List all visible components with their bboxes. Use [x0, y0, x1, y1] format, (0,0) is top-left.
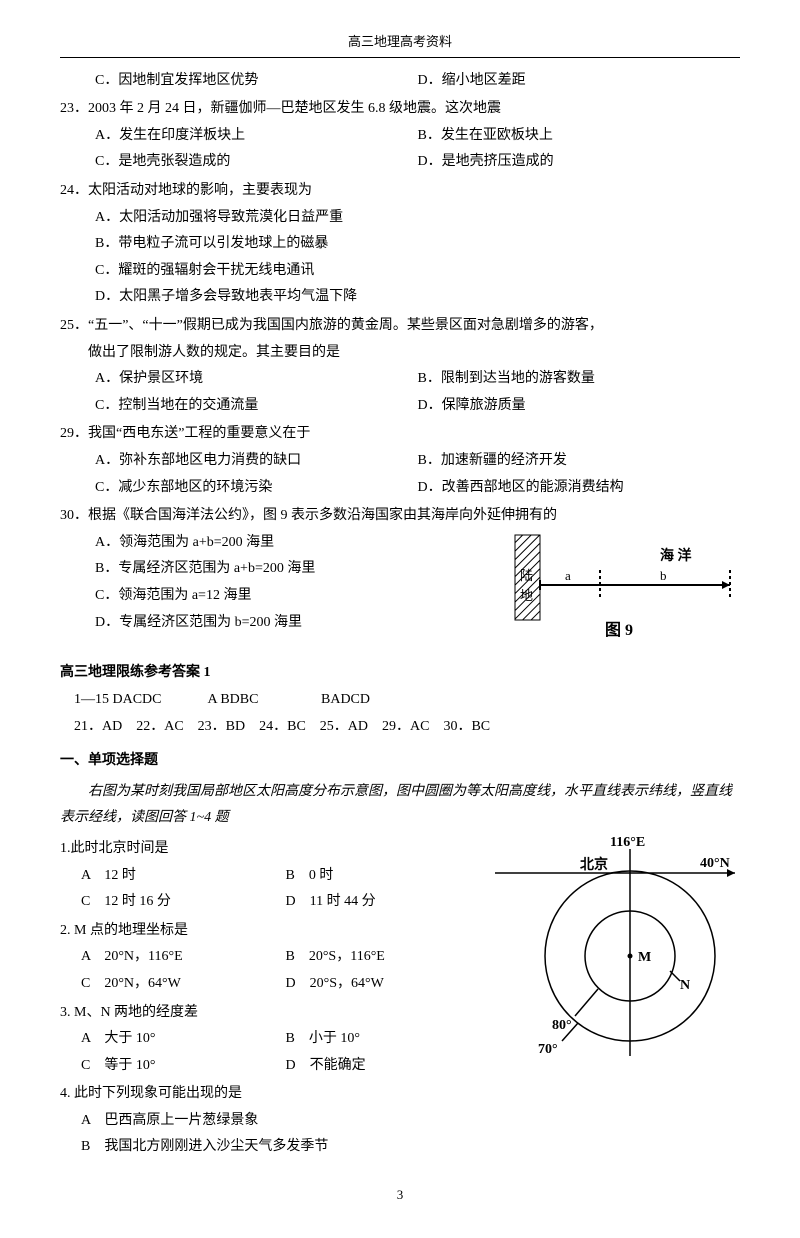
q25-opt-b: B．限制到达当地的游客数量	[418, 366, 741, 393]
q25-opt-a: A．保护景区环境	[95, 366, 418, 393]
svg-text:地: 地	[520, 588, 533, 603]
q24-opt-b: B．带电粒子流可以引发地球上的磁暴	[95, 231, 740, 258]
section-1-title: 一、单项选择题	[60, 748, 740, 775]
sq2-opt-b: B 20°S，116°E	[286, 944, 491, 971]
svg-text:图 9: 图 9	[605, 621, 633, 639]
answers-title: 高三地理限练参考答案 1	[60, 660, 740, 687]
q25-opt-d: D．保障旅游质量	[418, 393, 741, 420]
q24-stem: 24．太阳活动对地球的影响，主要表现为	[60, 178, 740, 205]
sq3-opt-c: C 等于 10°	[81, 1053, 286, 1080]
q29-stem: 29．我国“西电东送”工程的重要意义在于	[60, 421, 740, 448]
q24-opt-a: A．太阳活动加强将导致荒漠化日益严重	[95, 205, 740, 232]
q22-opt-d: D．缩小地区差距	[418, 68, 741, 95]
q24-opt-d: D．太阳黑子增多会导致地表平均气温下降	[95, 284, 740, 311]
svg-text:a: a	[565, 568, 571, 583]
svg-text:40°N: 40°N	[700, 856, 730, 871]
svg-text:70°: 70°	[538, 1042, 558, 1057]
q25-opt-c: C．控制当地在的交通流量	[95, 393, 418, 420]
q25-stem1: 25．“五一”、“十一”假期已成为我国国内旅游的黄金周。某些景区面对急剧增多的游…	[60, 313, 740, 340]
svg-text:N: N	[680, 978, 690, 993]
q25: 25．“五一”、“十一”假期已成为我国国内旅游的黄金周。某些景区面对急剧增多的游…	[60, 313, 740, 419]
sq2-opt-a: A 20°N，116°E	[81, 944, 286, 971]
q29-opt-d: D．改善西部地区的能源消费结构	[418, 475, 741, 502]
q29-opt-b: B．加速新疆的经济开发	[418, 448, 741, 475]
q29-opt-c: C．减少东部地区的环境污染	[95, 475, 418, 502]
page-header: 高三地理高考资料	[60, 30, 740, 58]
svg-text:M: M	[638, 950, 651, 965]
answer-section: 高三地理限练参考答案 1 1—15 DACDC A BDBC BADCD 21．…	[60, 660, 740, 740]
sq3-opt-d: D 不能确定	[286, 1053, 491, 1080]
sq1-opt-c: C 12 时 16 分	[81, 889, 286, 916]
sq1-opt-d: D 11 时 44 分	[286, 889, 491, 916]
sq4: 4. 此时下列现象可能出现的是 A 巴西高原上一片葱绿景象 B 我国北方刚刚进入…	[60, 1081, 740, 1161]
sq1-opt-b: B 0 时	[286, 863, 491, 890]
ans-block-3: BADCD	[321, 692, 370, 707]
ans-1-15: 1—15 DACDC	[74, 687, 204, 714]
q23-stem: 23．2003 年 2 月 24 日，新疆伽师—巴楚地区发生 6.8 级地震。这…	[60, 96, 740, 123]
page-number: 3	[60, 1183, 740, 1208]
figure-9: 陆 地 海 洋 a b 图 9	[510, 530, 740, 651]
q24: 24．太阳活动对地球的影响，主要表现为 A．太阳活动加强将导致荒漠化日益严重 B…	[60, 178, 740, 311]
sq4-stem: 4. 此时下列现象可能出现的是	[60, 1081, 740, 1108]
q23-opt-c: C．是地壳张裂造成的	[95, 149, 418, 176]
q22-opt-c: C．因地制宜发挥地区优势	[95, 68, 418, 95]
svg-text:海 洋: 海 洋	[660, 547, 692, 564]
ans-multi: 21．AD 22．AC 23．BD 24．BC 25．AD 29．AC 30．B…	[74, 714, 740, 741]
q22-options: C．因地制宜发挥地区优势 D．缩小地区差距	[60, 68, 740, 95]
q25-stem2: 做出了限制游人数的规定。其主要目的是	[88, 340, 740, 367]
ans-block-2: A BDBC	[208, 687, 318, 714]
q24-opt-c: C．耀斑的强辐射会干扰无线电通讯	[95, 258, 740, 285]
sq2-opt-c: C 20°N，64°W	[81, 971, 286, 998]
figure-circles: 116°E 北京 40°N M N 80° 70°	[490, 831, 740, 1072]
sq2-opt-d: D 20°S，64°W	[286, 971, 491, 998]
svg-text:北京: 北京	[580, 856, 608, 873]
q23-opt-d: D．是地壳挤压造成的	[418, 149, 741, 176]
section-1-note: 右图为某时刻我国局部地区太阳高度分布示意图，图中圆圈为等太阳高度线，水平直线表示…	[60, 779, 740, 832]
svg-text:陆: 陆	[520, 568, 533, 583]
sq4-opt-a: A 巴西高原上一片葱绿景象	[81, 1108, 740, 1135]
sq4-opt-b: B 我国北方刚刚进入沙尘天气多发季节	[81, 1134, 740, 1161]
sq1-opt-a: A 12 时	[81, 863, 286, 890]
svg-text:116°E: 116°E	[610, 835, 645, 850]
q29: 29．我国“西电东送”工程的重要意义在于 A．弥补东部地区电力消费的缺口 B．加…	[60, 421, 740, 501]
sq3-opt-a: A 大于 10°	[81, 1026, 286, 1053]
q23: 23．2003 年 2 月 24 日，新疆伽师—巴楚地区发生 6.8 级地震。这…	[60, 96, 740, 176]
svg-text:b: b	[660, 568, 667, 583]
q30-stem: 30．根据《联合国海洋法公约》，图 9 表示多数沿海国家由其海岸向外延伸拥有的	[60, 503, 740, 530]
q29-opt-a: A．弥补东部地区电力消费的缺口	[95, 448, 418, 475]
q23-opt-a: A．发生在印度洋板块上	[95, 123, 418, 150]
q23-opt-b: B．发生在亚欧板块上	[418, 123, 741, 150]
svg-text:80°: 80°	[552, 1018, 572, 1033]
q30: 30．根据《联合国海洋法公约》，图 9 表示多数沿海国家由其海岸向外延伸拥有的 …	[60, 503, 740, 650]
sq3-opt-b: B 小于 10°	[286, 1026, 491, 1053]
